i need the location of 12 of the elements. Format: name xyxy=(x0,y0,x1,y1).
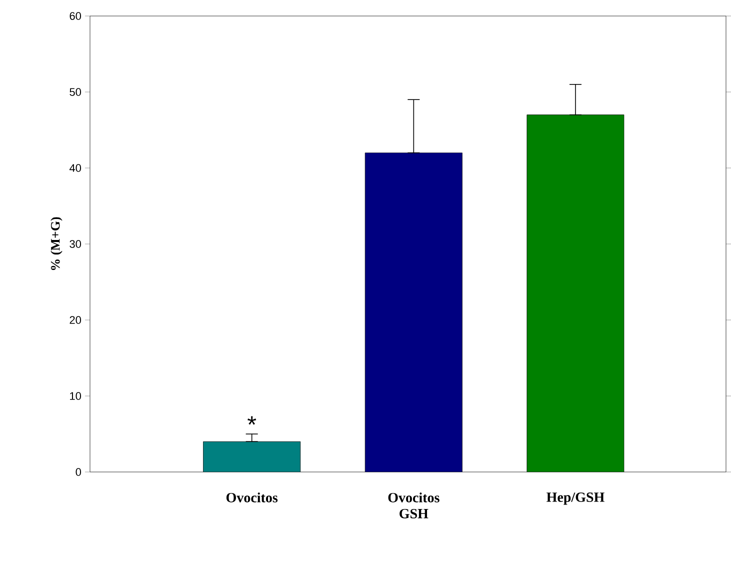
y-tick-label: 60 xyxy=(70,12,82,20)
y-axis-title: % (M+G) xyxy=(50,217,62,270)
x-tick-label: Ovocitos GSH xyxy=(388,492,440,518)
x-tick-label: Hep/GSH xyxy=(546,492,604,505)
x-tick-label: Ovocitos xyxy=(226,492,278,502)
y-tick-label: 40 xyxy=(69,164,82,172)
y-tick-label: 20 xyxy=(70,316,82,324)
annotation: * xyxy=(248,416,256,425)
y-tick-label: 30 xyxy=(70,240,82,248)
y-tick-label: 50 xyxy=(70,88,82,96)
y-tick-label: 10 xyxy=(70,392,82,400)
y-tick-label: 0 xyxy=(76,468,82,476)
